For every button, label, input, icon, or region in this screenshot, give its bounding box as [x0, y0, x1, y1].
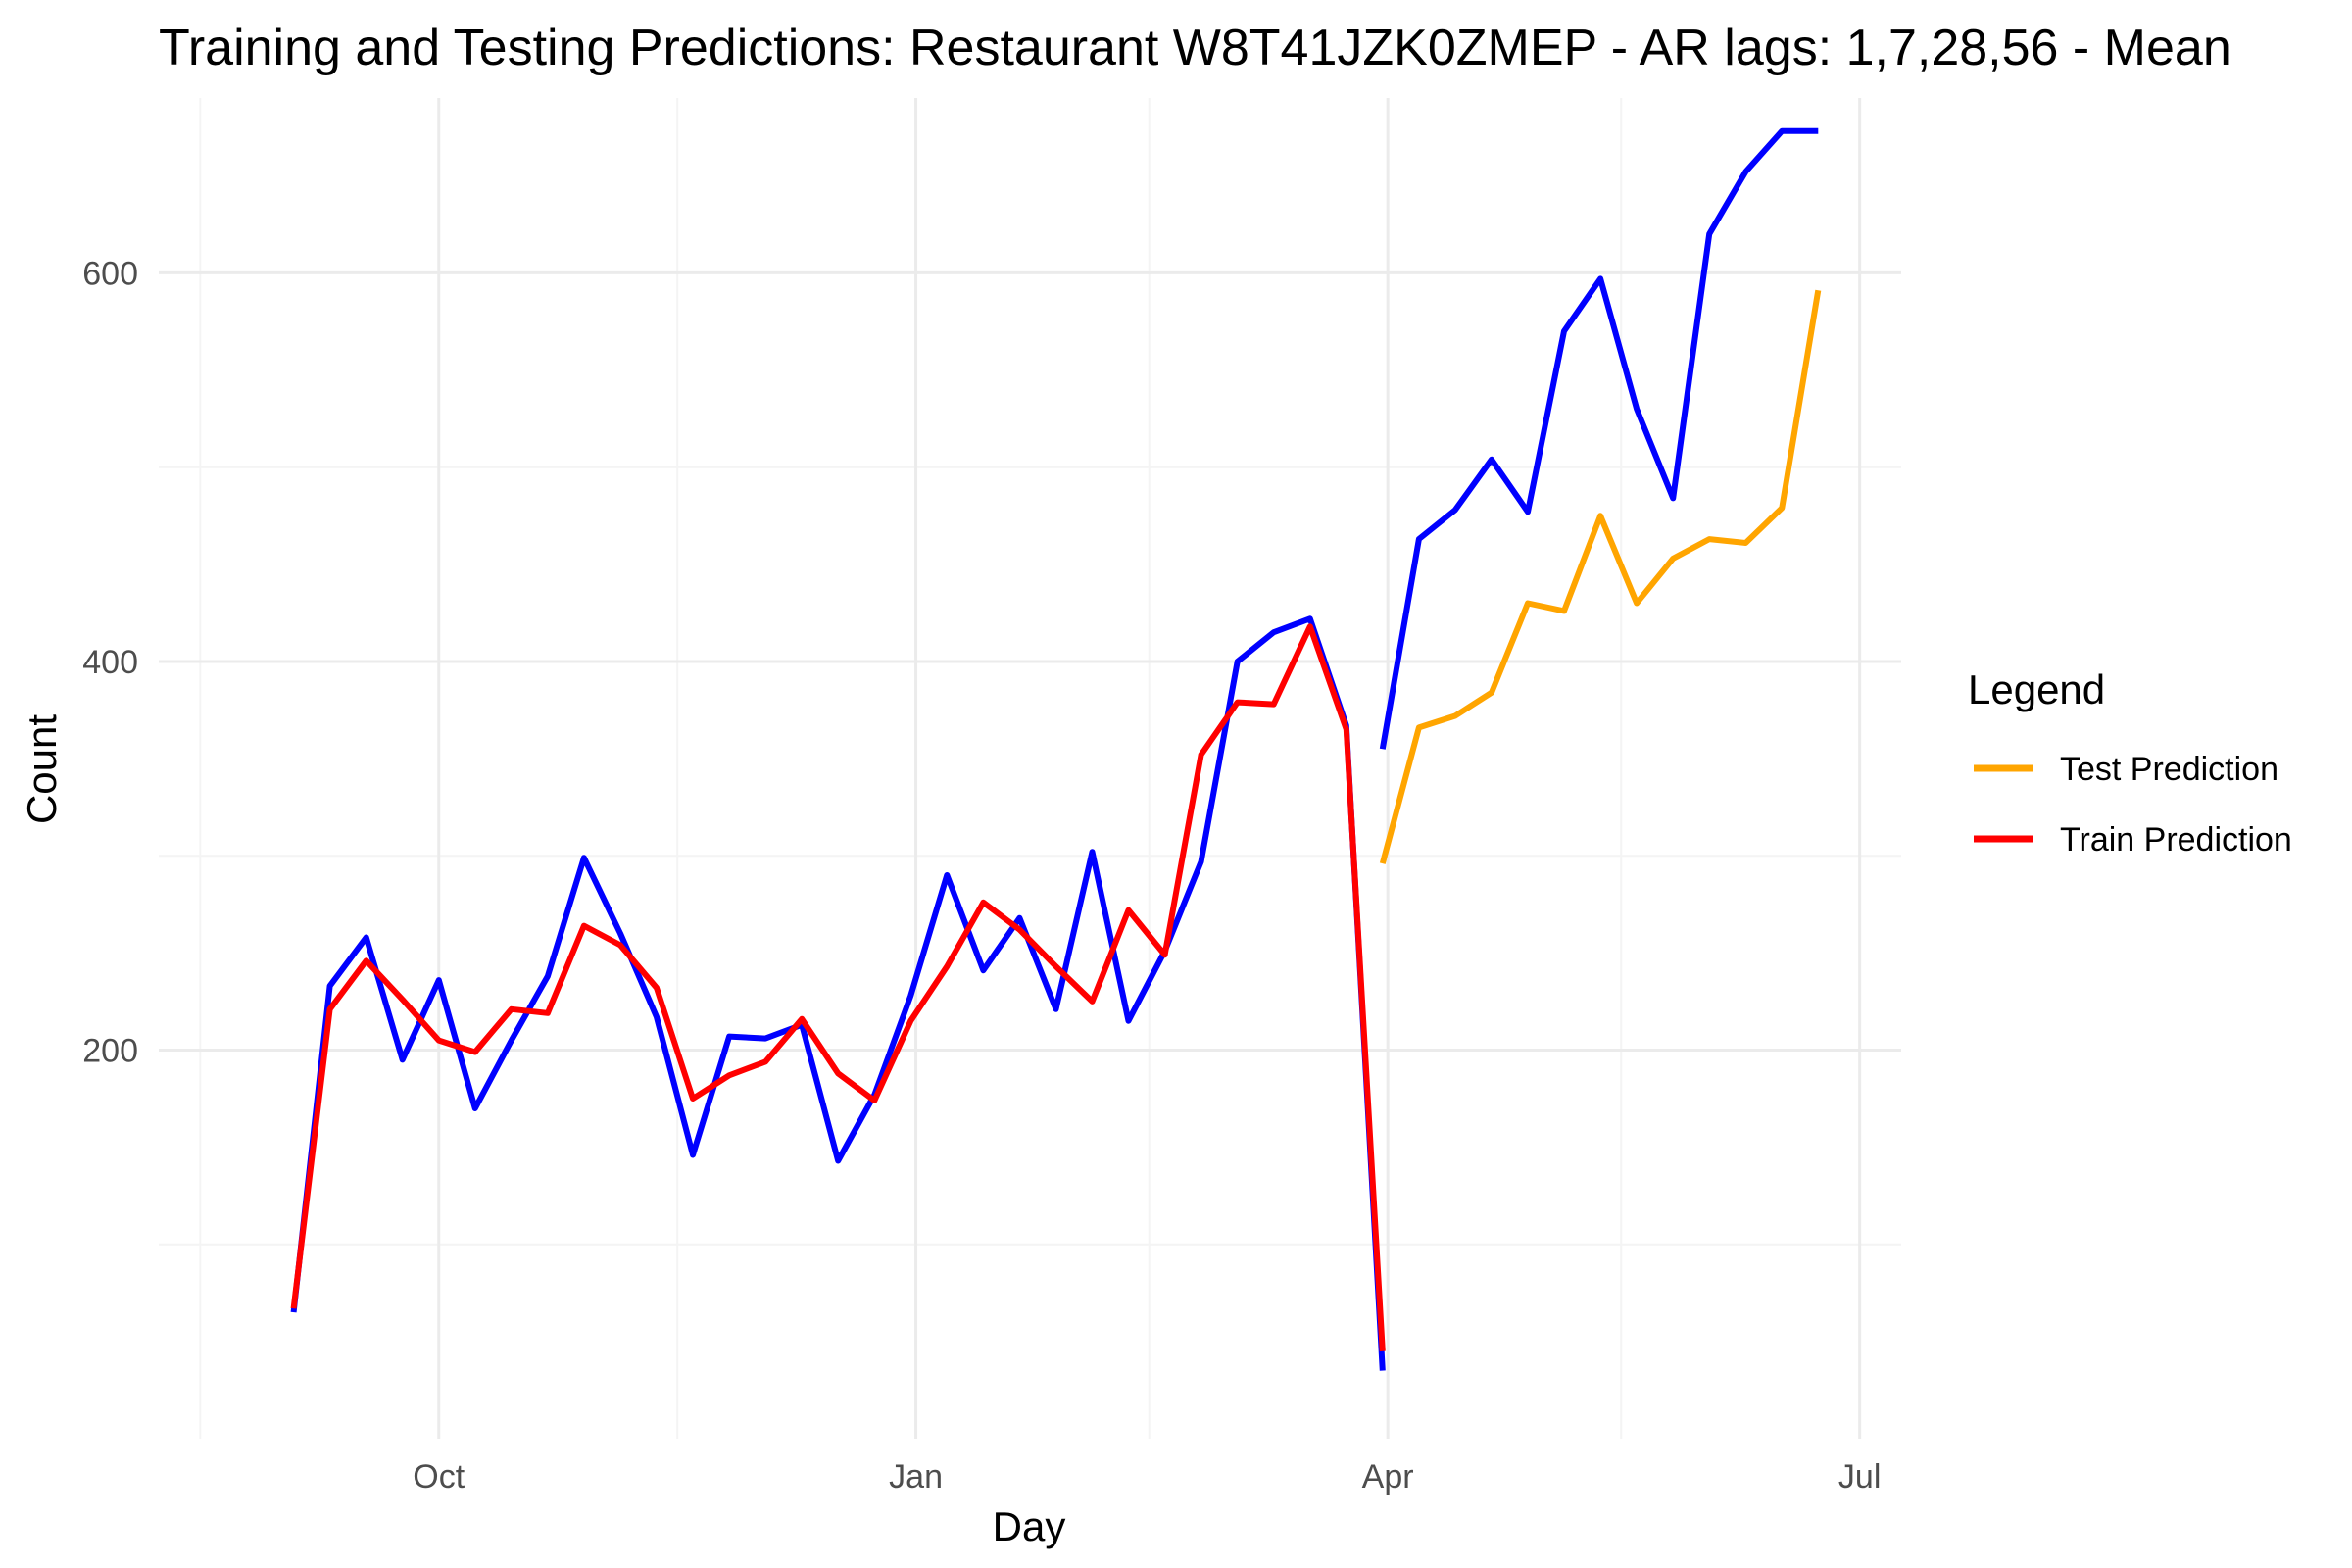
legend-label-train-prediction: Train Prediction [2060, 821, 2292, 858]
x-axis-title: Day [993, 1503, 1066, 1549]
y-tick-label: 600 [82, 255, 138, 292]
grid [159, 98, 1901, 1439]
y-tick-label: 200 [82, 1032, 138, 1069]
series-line-train-prediction [290, 623, 1386, 1351]
legend-label-test-prediction: Test Prediction [2060, 751, 2278, 788]
x-tick-label: Oct [413, 1458, 465, 1495]
legend-title: Legend [1968, 666, 2105, 712]
series-lines [290, 127, 1822, 1371]
series-line-test-prediction [1379, 289, 1822, 864]
x-tick-label: Jul [1838, 1458, 1881, 1495]
series-line-series-0 [290, 615, 1386, 1371]
legend: Legend Test Prediction Train Prediction [1968, 666, 2292, 858]
chart-title: Training and Testing Predictions: Restau… [159, 20, 2231, 76]
y-axis-ticks: 200 400 600 [82, 255, 138, 1069]
x-tick-label: Jan [889, 1458, 943, 1495]
series-line-series-1 [1379, 127, 1819, 750]
x-axis-ticks: Oct Jan Apr Jul [413, 1458, 1881, 1495]
y-tick-label: 400 [82, 644, 138, 681]
y-axis-title: Count [19, 714, 65, 824]
x-tick-label: Apr [1362, 1458, 1414, 1495]
